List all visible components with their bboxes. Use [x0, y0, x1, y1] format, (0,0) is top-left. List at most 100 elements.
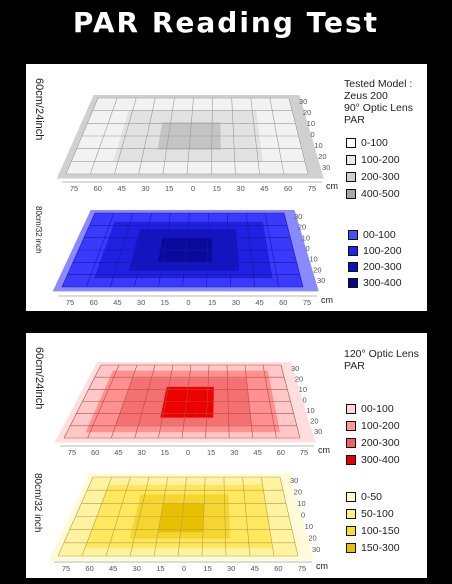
x-tick-label: 30: [236, 184, 244, 193]
x-tick-label: 60: [277, 448, 285, 457]
legend-item: 100-150: [346, 525, 400, 537]
distance-label-80cm: 80cm/32 inch: [32, 473, 43, 533]
legend-item: 100-200: [346, 154, 400, 166]
legend-label: 150-300: [361, 542, 400, 554]
legend-swatch-icon: [348, 230, 358, 240]
x-tick-label: 15: [156, 564, 164, 573]
unit-label: cm: [318, 445, 330, 455]
y-tick-label: 30: [317, 276, 325, 285]
legend-swatch-icon: [346, 155, 356, 165]
x-tick-label: 15: [203, 564, 211, 573]
x-tick-label: 15: [213, 184, 221, 193]
legend-swatch-icon: [346, 438, 356, 448]
x-tick-label: 15: [207, 448, 215, 457]
legend-upper: 0-100 100-200 200-300 400-500: [346, 137, 400, 200]
legend-lower: 00-100 100-200 200-300 300-400: [348, 229, 402, 289]
legend-upper: 00-100 100-200 200-300 300-400: [346, 403, 400, 466]
x-tick-label: 75: [303, 298, 311, 307]
x-tick-label: 45: [255, 298, 263, 307]
panel-120-degree: 75 60 45 30 15 0 15 30 45 60 75 cm 30 20 10 0 10 20 30 75 60…: [26, 333, 427, 578]
unit-label: cm: [321, 295, 333, 305]
legend-label: 00-100: [363, 229, 396, 241]
x-tick-label: 75: [300, 448, 308, 457]
x-tick-label: 30: [137, 448, 145, 457]
y-tick-label: 20: [295, 375, 303, 384]
unit-label: cm: [326, 181, 338, 191]
y-tick-label: 10: [297, 499, 305, 508]
y-tick-label: 30: [322, 163, 330, 172]
x-tick-label: 15: [161, 448, 169, 457]
x-tick-label: 15: [208, 298, 216, 307]
x-tick-label: 30: [133, 564, 141, 573]
x-tick-label: 45: [114, 448, 122, 457]
x-tick-label: 30: [227, 564, 235, 573]
legend-header-line: PAR: [344, 114, 365, 126]
y-tick-label: 0: [311, 130, 315, 139]
distance-label-60cm: 60cm/24inch: [33, 347, 45, 410]
x-tick-label: 60: [90, 298, 98, 307]
panel-90-degree: 75 60 45 30 15 0 15 30 45 60 75 cm 30 20 10 0 10 20 30 75 60…: [26, 64, 427, 311]
legend-item: 0-100: [346, 137, 400, 149]
y-tick-label: 0: [303, 396, 307, 405]
x-tick-label: 60: [284, 184, 292, 193]
legend-item: 200-300: [348, 261, 402, 273]
legend-swatch-icon: [346, 526, 356, 536]
legend-header: 120° Optic Lens PAR: [344, 348, 419, 372]
y-tick-label: 20: [318, 152, 326, 161]
legend-item: 300-400: [348, 277, 402, 289]
legend-header-line: Tested Model :: [344, 78, 413, 90]
x-tick-label: 75: [62, 564, 70, 573]
y-tick-label: 20: [303, 108, 311, 117]
x-tick-label: 75: [68, 448, 76, 457]
y-tick-label: 10: [305, 522, 313, 531]
legend-lower: 0-50 50-100 100-150 150-300: [346, 491, 400, 554]
legend-label: 0-50: [361, 491, 383, 503]
distance-label-60cm: 60cm/24inch: [33, 78, 45, 141]
legend-label: 100-200: [361, 154, 400, 166]
legend-header: Tested Model : Zeus 200 90° Optic Lens PAR: [344, 78, 413, 126]
x-tick-label: 75: [298, 564, 306, 573]
y-tick-label: 10: [314, 141, 322, 150]
x-tick-label: 30: [232, 298, 240, 307]
x-tick-label: 15: [165, 184, 173, 193]
y-tick-label: 30: [314, 427, 322, 436]
y-tick-label: 10: [307, 119, 315, 128]
legend-label: 300-400: [363, 277, 402, 289]
x-tick-label: 60: [274, 564, 282, 573]
legend-item: 00-100: [346, 403, 400, 415]
legend-swatch-icon: [346, 421, 356, 431]
x-tick-label: 45: [253, 448, 261, 457]
par-zone: [158, 503, 205, 533]
legend-item: 150-300: [346, 542, 400, 554]
y-tick-label: 10: [306, 406, 314, 415]
y-tick-label: 0: [306, 244, 310, 253]
y-tick-label: 20: [298, 223, 306, 232]
y-tick-label: 30: [290, 476, 298, 485]
legend-header-line: PAR: [344, 360, 365, 372]
x-tick-label: 30: [230, 448, 238, 457]
x-tick-label: 45: [109, 564, 117, 573]
par-zone: [160, 386, 214, 418]
y-tick-label: 30: [299, 97, 307, 106]
legend-label: 50-100: [361, 508, 394, 520]
legend-item: 100-200: [348, 245, 402, 257]
legend-swatch-icon: [346, 189, 356, 199]
legend-item: 50-100: [346, 508, 400, 520]
x-tick-label: 60: [91, 448, 99, 457]
x-tick-label: 0: [182, 564, 186, 573]
legend-swatch-icon: [346, 404, 356, 414]
legend-swatch-icon: [346, 172, 356, 182]
legend-header-line: 90° Optic Lens: [344, 102, 413, 114]
x-tick-label: 75: [70, 184, 78, 193]
legend-header-line: Zeus 200: [344, 90, 388, 102]
legend-header-line: 120° Optic Lens: [344, 348, 419, 360]
x-tick-label: 15: [161, 298, 169, 307]
legend-swatch-icon: [346, 509, 356, 519]
y-tick-label: 30: [291, 364, 299, 373]
legend-item: 0-50: [346, 491, 400, 503]
